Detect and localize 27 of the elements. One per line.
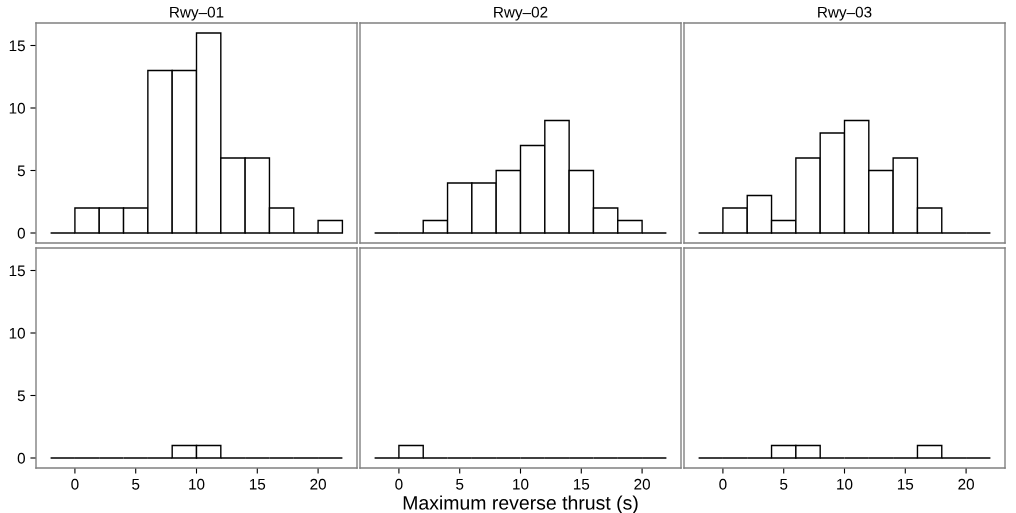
- y-tick-label: 15: [9, 265, 25, 277]
- chart-title: Rwy‒03: [818, 6, 872, 21]
- x-tick-label: 5: [456, 478, 464, 490]
- x-axis-title: Maximum reverse thrust (s): [403, 495, 638, 513]
- x-tick-label: 15: [249, 478, 266, 490]
- x-tick-label: 5: [780, 478, 788, 490]
- y-tick-label: 15: [9, 40, 25, 52]
- y-tick-label: 0: [17, 452, 25, 464]
- x-tick-label: 10: [837, 478, 853, 490]
- y-tick-label: 5: [17, 165, 25, 177]
- x-tick-label: 10: [513, 478, 529, 490]
- x-tick-label: 0: [71, 478, 79, 490]
- x-tick-label: 0: [395, 478, 403, 490]
- chart-title: Rwy‒01: [170, 6, 224, 21]
- x-tick-label: 5: [132, 478, 140, 490]
- x-tick-label: 20: [310, 478, 326, 490]
- y-tick-label: 5: [17, 390, 25, 402]
- x-tick-label: 10: [189, 478, 205, 490]
- x-tick-label: 20: [634, 478, 650, 490]
- x-tick-label: 15: [573, 478, 590, 490]
- y-tick-label: 10: [9, 102, 25, 114]
- chart-title: Rwy‒02: [494, 6, 548, 21]
- y-tick-label: 0: [17, 227, 25, 239]
- x-tick-label: 0: [719, 478, 727, 490]
- y-tick-label: 10: [9, 327, 25, 339]
- x-tick-label: 20: [958, 478, 974, 490]
- x-tick-label: 15: [897, 478, 914, 490]
